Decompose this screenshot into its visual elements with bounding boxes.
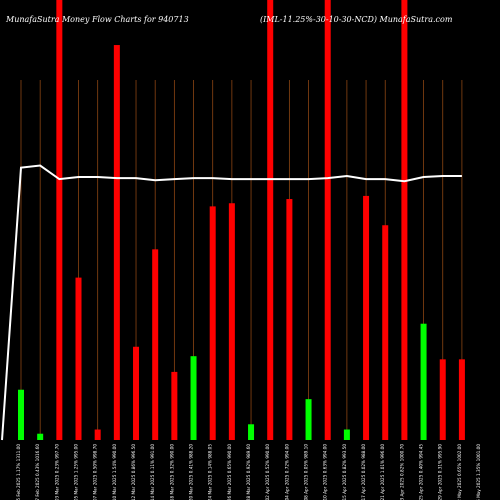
- bar: [228, 203, 235, 440]
- bar: [458, 359, 465, 440]
- bar: [37, 433, 44, 440]
- bar: [133, 346, 140, 440]
- x-tick-label: 25 Apr 2025 0.40% 994.45: [419, 444, 424, 500]
- bar: [420, 323, 427, 440]
- x-tick-label: 07 Mar 2025 0.50% 998.70: [93, 444, 98, 500]
- bar: [363, 195, 370, 440]
- x-tick-label: 26 Mar 2025 0.65% 990.00: [227, 444, 232, 500]
- x-tick-label: 15 Apr 2025 0.82% 993.50: [342, 444, 347, 500]
- x-tick-label: 12 Mar 2025 0.86% 996.50: [131, 444, 136, 500]
- bar: [401, 0, 408, 440]
- bar: [56, 0, 63, 440]
- x-tick-label: 02 May 2025 0.65% 1002.00: [457, 444, 462, 500]
- x-tick-label: 17 Apr 2025 0.02% 988.00: [361, 444, 366, 500]
- x-tick-label: 08 Apr 2025 0.05% 989.10: [304, 444, 309, 500]
- bar: [286, 199, 293, 440]
- x-tick-label: 18 Mar 2025 0.32% 990.00: [169, 444, 174, 500]
- bar-series: [18, 0, 465, 441]
- bar: [75, 277, 82, 440]
- bar: [18, 389, 24, 440]
- chart-title-left: MunafaSutra Money Flow Charts for 940713: [5, 15, 189, 24]
- bar: [94, 429, 101, 440]
- bar: [382, 225, 389, 440]
- bar: [267, 0, 274, 440]
- x-tick-label: 04 Apr 2025 0.72% 994.00: [284, 444, 289, 500]
- x-tick-label: 02 Apr 2025 0.52% 990.00: [265, 444, 270, 500]
- x-tick-label: 24 Mar 2025 0.14% 988.05: [208, 444, 213, 500]
- bar: [343, 429, 350, 440]
- bar: [171, 371, 178, 440]
- x-tick-label: 14 Mar 2025 0.11% 991.00: [150, 444, 155, 500]
- x-tick-label: 20 Mar 2025 0.41% 988.20: [189, 444, 194, 500]
- x-tick-label: 06 May 2025 1.35% 1001.00: [476, 444, 481, 500]
- x-tick-label: 10 Mar 2025 1.54% 990.00: [112, 444, 117, 500]
- money-flow-line: [1, 164, 462, 441]
- bar: [190, 356, 197, 440]
- bar: [152, 249, 159, 440]
- x-tick-label: 23 Apr 2025 0.82% 1000.70: [399, 444, 404, 500]
- x-tick-label: 25 Feb 2025 1.17% 1311.00: [16, 444, 21, 500]
- x-tick-label: 21 Apr 2025 1.01% 996.00: [380, 444, 385, 500]
- bar: [439, 359, 446, 440]
- bar: [305, 399, 312, 440]
- x-tick-label: 29 Apr 2025 0.31% 995.90: [438, 444, 443, 500]
- bar: [113, 45, 120, 441]
- x-tick-label: 05 Mar 2025 1.25% 995.00: [74, 444, 79, 500]
- chart-title-right: (IML-11.25%-30-10-30-NCD) MunafaSutra.co…: [260, 15, 453, 24]
- x-tick-label: 28 Mar 2025 0.92% 989.60: [246, 444, 251, 500]
- x-tick-label: 27 Feb 2025 0.43% 1016.60: [35, 444, 40, 500]
- bar: [248, 424, 255, 440]
- bar: [324, 0, 331, 440]
- bar: [209, 206, 216, 440]
- x-tick-label: 10 Apr 2025 0.63% 994.00: [323, 444, 328, 500]
- x-axis-ticks: 25 Feb 2025 1.17% 1311.00 27 Feb 2025 0.4…: [16, 444, 481, 500]
- x-tick-label: 03 Mar 2025 0.23% 997.70: [54, 444, 59, 500]
